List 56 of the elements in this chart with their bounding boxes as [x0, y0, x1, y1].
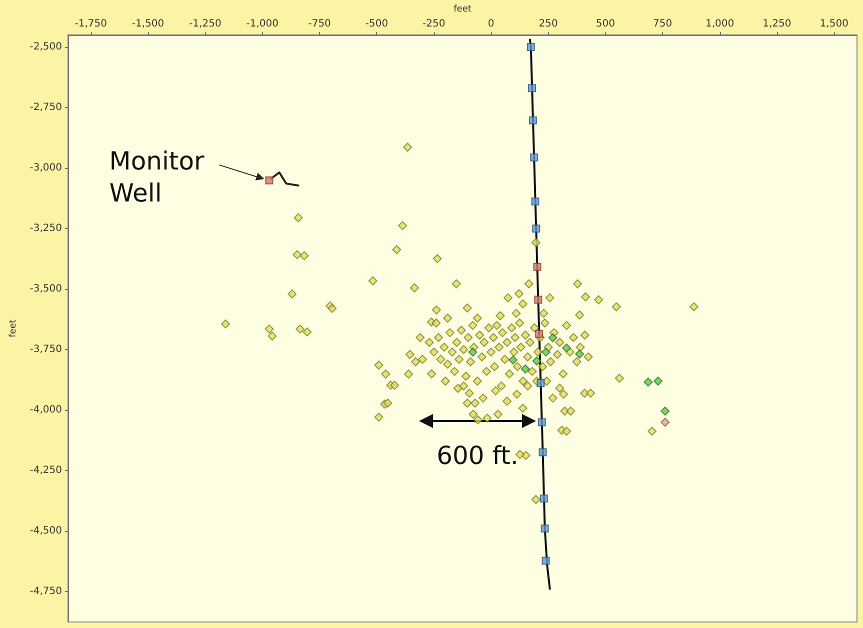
- x-tick-label: 1,000: [705, 18, 734, 30]
- point: [535, 330, 544, 338]
- point: [265, 176, 274, 184]
- x-tick-label: -1,000: [246, 18, 279, 30]
- point: [534, 296, 542, 304]
- point: [660, 406, 670, 416]
- y-tick-label: -4,000: [30, 404, 62, 416]
- x-tick-label: -1,750: [74, 18, 107, 30]
- point: [548, 333, 558, 342]
- point: [538, 448, 547, 456]
- point: [532, 224, 540, 233]
- x-axis-title: feet: [454, 4, 472, 14]
- annotation: 600 ft.: [436, 441, 518, 470]
- point: [532, 356, 542, 366]
- point: [644, 378, 653, 387]
- x-tick-label: 0: [488, 18, 494, 30]
- y-axis-title: feet: [8, 319, 18, 338]
- point: [540, 494, 548, 503]
- point: [530, 153, 538, 162]
- y-tick-label: -2,500: [30, 42, 62, 53]
- x-tick-label: 1,500: [820, 18, 848, 30]
- point: [531, 197, 540, 206]
- x-tick-label: 500: [596, 18, 615, 30]
- point: [526, 43, 535, 52]
- x-tick-label: 750: [653, 18, 672, 30]
- point: [540, 524, 549, 533]
- point: [468, 348, 478, 357]
- point: [575, 349, 584, 358]
- x-tick-label: -750: [308, 18, 331, 30]
- y-tick-label: -4,750: [30, 586, 62, 598]
- x-tick-label: -1,250: [189, 18, 222, 30]
- point: [508, 356, 518, 365]
- point: [528, 84, 536, 92]
- point: [520, 364, 530, 374]
- y-tick-label: -4,500: [30, 526, 62, 537]
- x-tick-label: -250: [422, 18, 446, 30]
- x-tick-label: -500: [365, 18, 388, 30]
- point: [538, 418, 546, 426]
- point: [536, 379, 545, 388]
- x-tick-label: 250: [538, 18, 558, 30]
- y-tick-label: -2,750: [30, 102, 62, 114]
- point: [542, 556, 550, 565]
- x-tick-label: 1,250: [762, 18, 792, 30]
- point: [660, 418, 670, 427]
- y-tick-label: -3,500: [30, 284, 62, 295]
- point: [528, 116, 537, 124]
- y-tick-label: -3,750: [30, 344, 62, 356]
- y-tick-label: -3,250: [30, 223, 62, 234]
- x-tick-label: -1,500: [132, 18, 164, 30]
- annotation: Monitor Well: [109, 146, 212, 208]
- point: [654, 376, 663, 386]
- y-tick-label: -3,000: [30, 162, 62, 174]
- point: [541, 348, 550, 357]
- point: [533, 262, 542, 271]
- point: [562, 343, 572, 352]
- y-tick-label: -4,250: [30, 465, 62, 476]
